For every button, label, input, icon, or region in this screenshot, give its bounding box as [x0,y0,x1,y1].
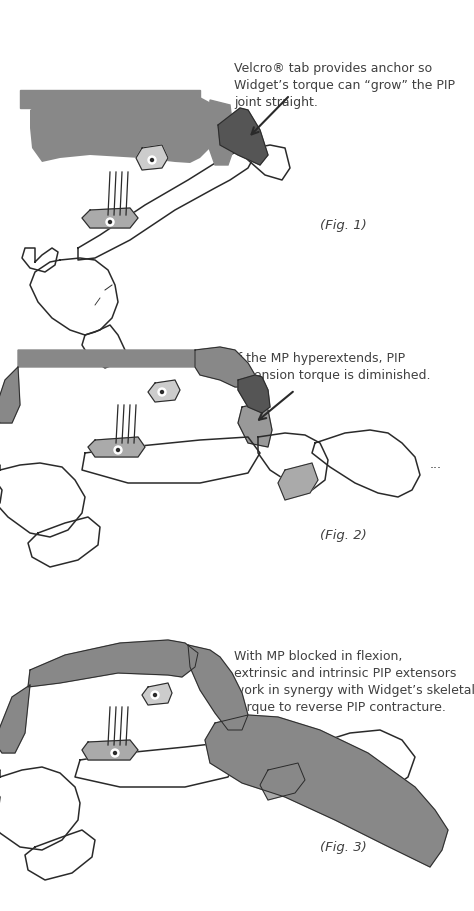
Polygon shape [208,100,235,165]
Text: With MP blocked in flexion,
extrinsic and intrinsic PIP extensors
work in synerg: With MP blocked in flexion, extrinsic an… [234,650,474,714]
Polygon shape [278,463,318,500]
Polygon shape [312,430,420,497]
Polygon shape [82,325,125,368]
Circle shape [154,693,156,697]
Polygon shape [28,640,198,687]
Polygon shape [315,730,415,790]
Polygon shape [30,258,118,335]
Text: ...: ... [430,458,442,472]
Polygon shape [238,403,272,447]
Text: (Fig. 3): (Fig. 3) [320,841,367,854]
Polygon shape [30,92,225,163]
Text: If the MP hyperextends, PIP
extension torque is diminished.: If the MP hyperextends, PIP extension to… [234,352,430,382]
Polygon shape [148,380,180,402]
Polygon shape [260,763,305,800]
Polygon shape [238,375,270,413]
Circle shape [114,446,122,454]
Polygon shape [195,347,255,387]
Circle shape [106,218,114,226]
Polygon shape [136,145,168,170]
Polygon shape [142,683,172,705]
Polygon shape [0,367,20,423]
Polygon shape [0,767,80,850]
Polygon shape [82,740,138,760]
Polygon shape [0,463,85,537]
Polygon shape [18,350,202,367]
Circle shape [151,691,159,699]
Text: (Fig. 2): (Fig. 2) [320,528,367,541]
Polygon shape [258,433,328,490]
Circle shape [148,156,156,164]
Polygon shape [75,743,238,787]
Polygon shape [0,685,30,753]
Circle shape [161,391,164,394]
Polygon shape [82,437,260,483]
Polygon shape [0,480,2,507]
Polygon shape [20,90,200,108]
Circle shape [111,749,119,757]
Polygon shape [205,715,448,867]
Circle shape [113,752,117,754]
Polygon shape [235,737,328,793]
Polygon shape [188,645,248,730]
Text: (Fig. 1): (Fig. 1) [320,219,367,231]
Circle shape [117,448,119,452]
Text: Velcro® tab provides anchor so
Widget’s torque can “grow” the PIP
joint straight: Velcro® tab provides anchor so Widget’s … [234,62,455,109]
Polygon shape [28,517,100,567]
Polygon shape [25,830,95,880]
Polygon shape [82,208,138,228]
Polygon shape [78,150,255,260]
Circle shape [151,159,154,161]
Polygon shape [88,437,145,457]
Polygon shape [238,145,290,180]
Circle shape [158,388,166,396]
Polygon shape [218,108,268,165]
Circle shape [109,220,111,223]
Polygon shape [22,248,58,272]
